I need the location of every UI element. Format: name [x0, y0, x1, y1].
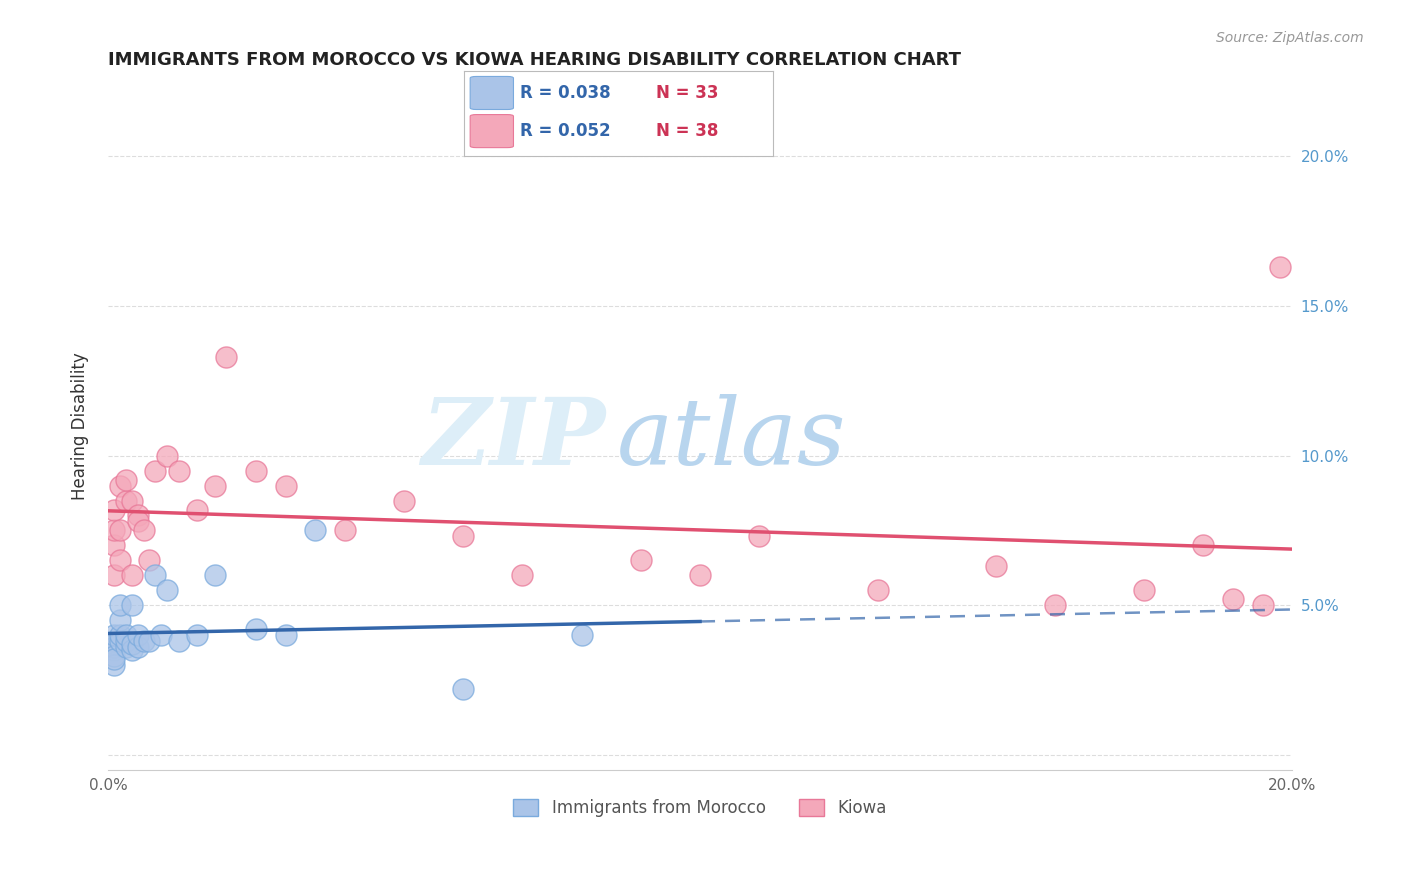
- Point: [114, 634, 136, 648]
- Point: [114, 640, 136, 655]
- Point: [132, 634, 155, 648]
- Point: [1192, 538, 1215, 552]
- Point: [108, 628, 131, 642]
- Point: [245, 622, 267, 636]
- Point: [215, 350, 238, 364]
- Text: IMMIGRANTS FROM MOROCCO VS KIOWA HEARING DISABILITY CORRELATION CHART: IMMIGRANTS FROM MOROCCO VS KIOWA HEARING…: [108, 51, 960, 69]
- Point: [451, 529, 474, 543]
- Point: [103, 568, 125, 582]
- Point: [156, 583, 179, 598]
- FancyBboxPatch shape: [470, 114, 513, 147]
- Point: [138, 553, 160, 567]
- Point: [186, 628, 208, 642]
- Point: [333, 524, 356, 538]
- Point: [630, 553, 652, 567]
- Point: [866, 583, 889, 598]
- Point: [103, 538, 125, 552]
- Point: [167, 464, 190, 478]
- Point: [114, 628, 136, 642]
- Point: [103, 640, 125, 655]
- Point: [103, 649, 125, 664]
- Point: [108, 524, 131, 538]
- Point: [204, 568, 226, 582]
- Point: [143, 464, 166, 478]
- Point: [103, 658, 125, 673]
- Point: [1222, 592, 1244, 607]
- Point: [167, 634, 190, 648]
- Point: [245, 464, 267, 478]
- FancyBboxPatch shape: [470, 77, 513, 110]
- Point: [156, 449, 179, 463]
- Text: atlas: atlas: [617, 394, 846, 484]
- Point: [108, 613, 131, 627]
- Point: [1045, 599, 1067, 613]
- Point: [114, 493, 136, 508]
- Point: [512, 568, 534, 582]
- Text: N = 33: N = 33: [655, 85, 718, 103]
- Point: [103, 637, 125, 651]
- Point: [689, 568, 711, 582]
- Point: [108, 634, 131, 648]
- Point: [392, 493, 415, 508]
- Point: [103, 502, 125, 516]
- Y-axis label: Hearing Disability: Hearing Disability: [72, 351, 89, 500]
- Point: [748, 529, 770, 543]
- Text: R = 0.052: R = 0.052: [520, 121, 610, 140]
- Point: [304, 524, 326, 538]
- Point: [121, 637, 143, 651]
- Text: R = 0.038: R = 0.038: [520, 85, 610, 103]
- Point: [1270, 260, 1292, 274]
- Point: [1251, 599, 1274, 613]
- Text: ZIP: ZIP: [420, 394, 606, 484]
- Point: [1133, 583, 1156, 598]
- Point: [571, 628, 593, 642]
- Point: [114, 473, 136, 487]
- Legend: Immigrants from Morocco, Kiowa: Immigrants from Morocco, Kiowa: [506, 792, 893, 823]
- Point: [127, 640, 149, 655]
- Point: [274, 478, 297, 492]
- Point: [984, 559, 1007, 574]
- Point: [121, 643, 143, 657]
- Point: [121, 568, 143, 582]
- Text: Source: ZipAtlas.com: Source: ZipAtlas.com: [1216, 31, 1364, 45]
- Point: [108, 599, 131, 613]
- Point: [204, 478, 226, 492]
- Point: [103, 652, 125, 666]
- Point: [121, 493, 143, 508]
- Point: [103, 524, 125, 538]
- Point: [108, 553, 131, 567]
- Point: [127, 628, 149, 642]
- Point: [127, 508, 149, 523]
- Point: [103, 628, 125, 642]
- Point: [103, 634, 125, 648]
- Point: [108, 478, 131, 492]
- Point: [274, 628, 297, 642]
- Point: [138, 634, 160, 648]
- Text: N = 38: N = 38: [655, 121, 718, 140]
- Point: [127, 515, 149, 529]
- Point: [150, 628, 173, 642]
- Point: [132, 524, 155, 538]
- Point: [451, 682, 474, 697]
- Point: [186, 502, 208, 516]
- Point: [121, 599, 143, 613]
- Point: [103, 643, 125, 657]
- Point: [143, 568, 166, 582]
